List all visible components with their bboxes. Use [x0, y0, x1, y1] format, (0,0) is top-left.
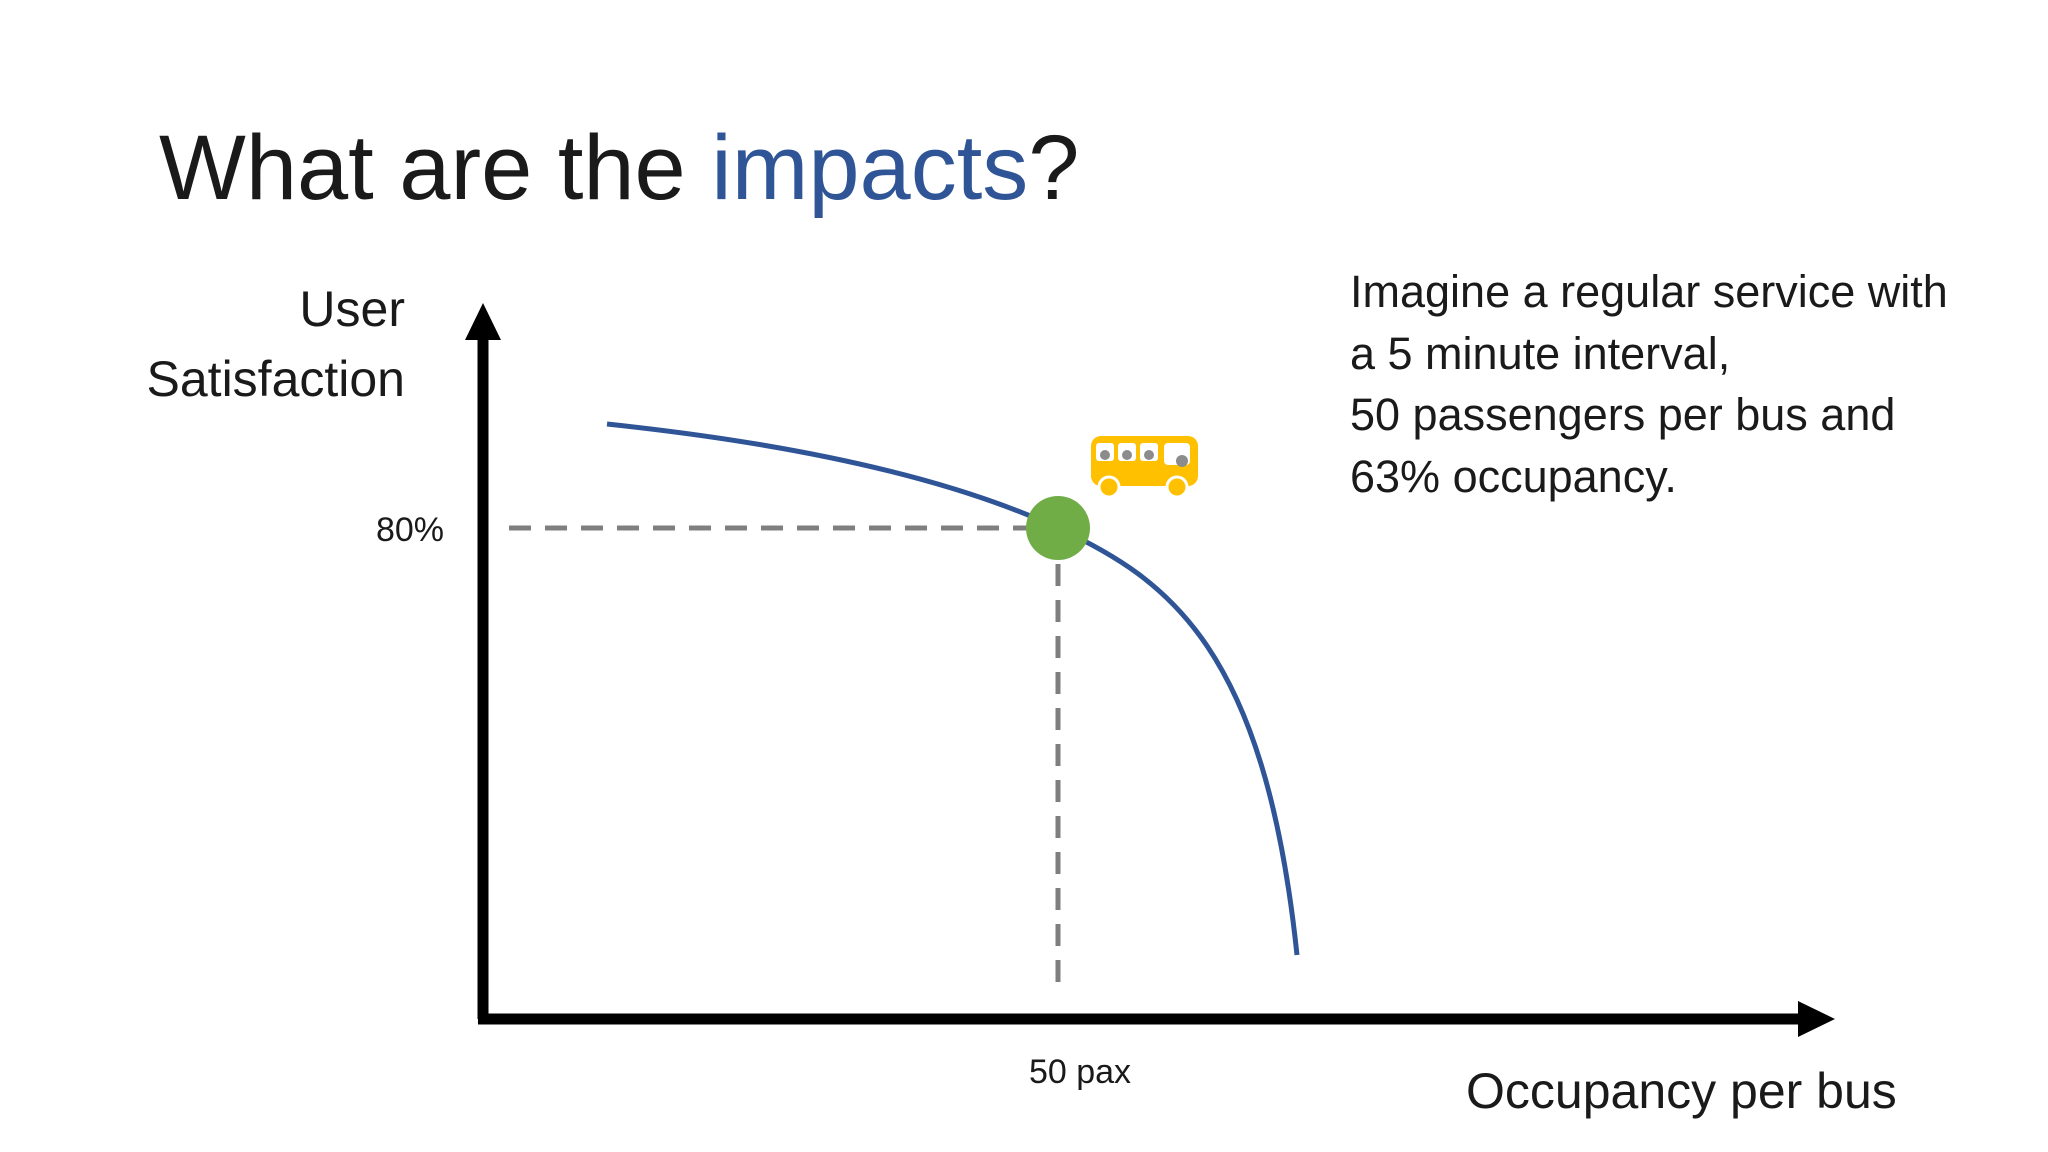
point-x-label: 50 pax [1029, 1053, 1131, 1091]
y-axis-arrow [465, 303, 501, 340]
x-axis-arrow [1798, 1001, 1835, 1037]
note-line: Imagine a regular service with [1350, 266, 1948, 317]
x-axis-label: Occupancy per bus [1466, 1063, 1897, 1119]
title: What are the impacts? [159, 117, 1079, 219]
note-line: 63% occupancy. [1350, 451, 1677, 502]
title-highlight: impacts [711, 117, 1028, 219]
note-line: 50 passengers per bus and [1350, 389, 1895, 440]
y-axis-label: Satisfaction [147, 351, 405, 407]
bus-icon [1091, 436, 1198, 499]
note-line: a 5 minute interval, [1350, 328, 1730, 379]
title-start: What are the [159, 117, 711, 219]
operating-point [1026, 496, 1090, 560]
y-axis-label: User [299, 281, 405, 337]
point-y-label: 80% [376, 511, 444, 549]
title-end: ? [1028, 117, 1079, 219]
